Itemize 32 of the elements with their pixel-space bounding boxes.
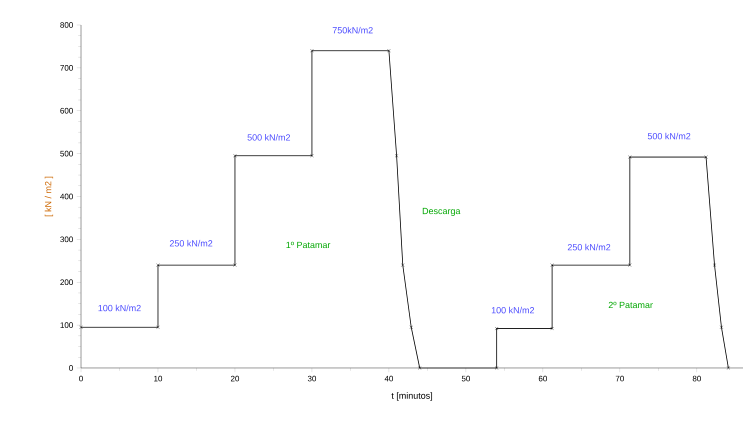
point: [310, 154, 314, 158]
point: [720, 326, 724, 330]
point: [409, 326, 413, 330]
point: [494, 366, 498, 370]
annotation: 500 kN/m2: [648, 132, 690, 140]
point: [387, 48, 391, 52]
point: [310, 48, 314, 52]
x-axis-title: t [minutos]: [391, 392, 432, 401]
point: [233, 154, 237, 158]
point: [494, 326, 498, 330]
point: [550, 326, 554, 330]
annotation: 250 kN/m2: [170, 240, 212, 247]
annotation: 2º Patamar: [608, 302, 653, 308]
annotation: 750kN/m2: [332, 26, 373, 34]
point: [628, 263, 632, 267]
y-axis-title: [ kN / m2 ]: [44, 176, 54, 216]
point: [394, 154, 398, 158]
annotation: 100 kN/m2: [492, 306, 534, 314]
annotation: 100 kN/m2: [98, 304, 141, 312]
point: [401, 263, 405, 267]
annotation: Descarga: [422, 208, 460, 216]
point: [628, 155, 632, 159]
point: [712, 263, 716, 267]
point: [233, 263, 237, 267]
point: [550, 263, 554, 267]
annotation: 250 kN/m2: [568, 244, 610, 250]
annotation: 1º Patamar: [286, 242, 330, 248]
point: [418, 366, 422, 370]
point: [156, 263, 160, 267]
point: [156, 326, 160, 330]
point: [704, 155, 708, 159]
annotation: 500 kN/m2: [248, 134, 290, 141]
